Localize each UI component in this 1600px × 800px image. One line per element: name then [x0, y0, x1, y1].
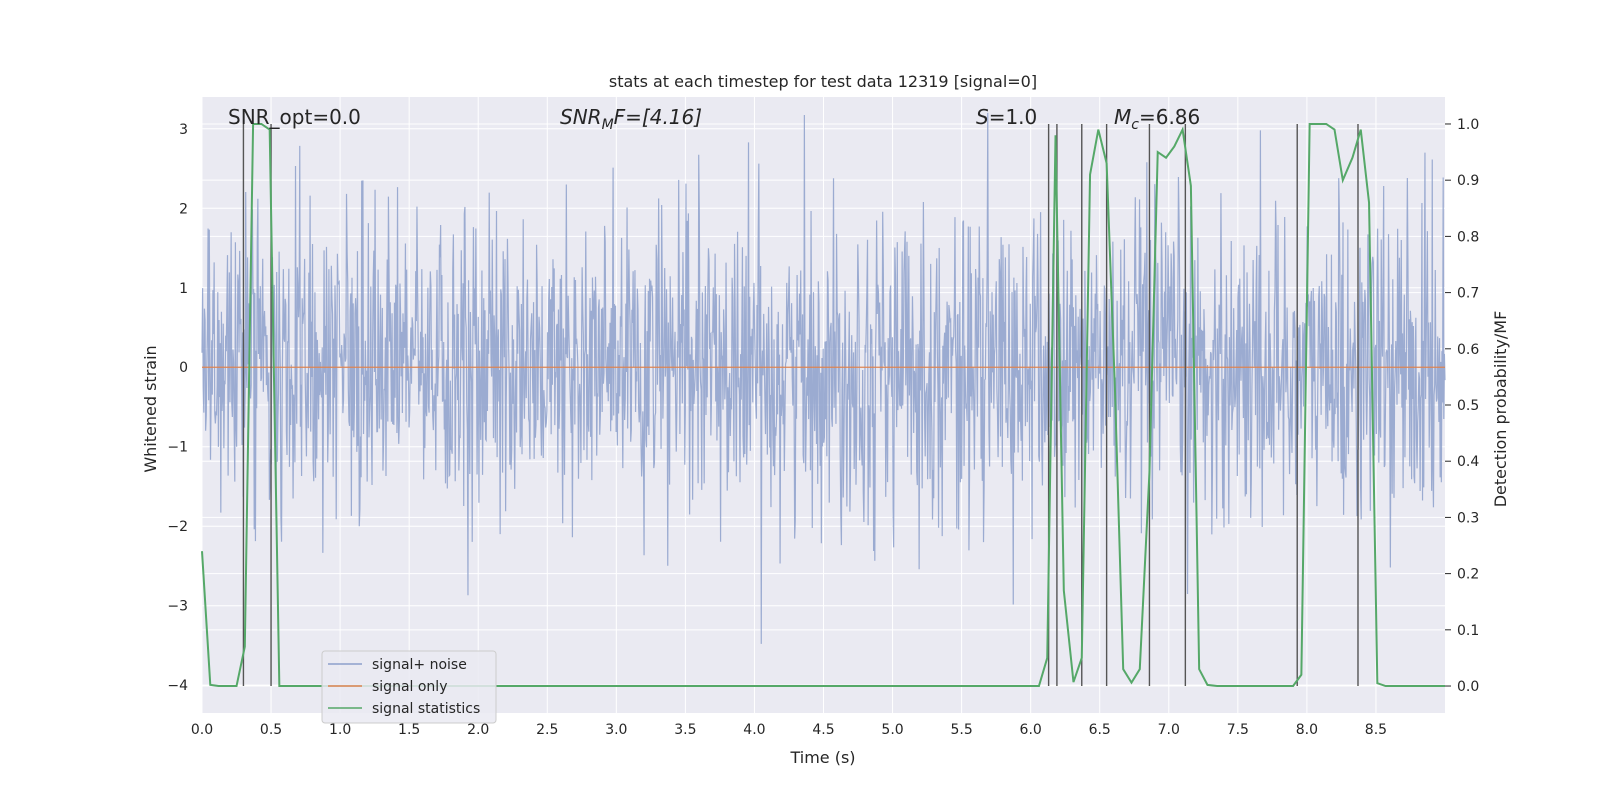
y-tick-label: 2 [179, 201, 188, 217]
signal-noise-series [201, 112, 1446, 644]
legend: signal+ noise signal only signal statist… [321, 650, 497, 724]
x-tick-label: 4.0 [743, 722, 765, 738]
y-axis-ticks: −4 −3 −2 −1 0 1 2 3 [167, 122, 188, 694]
snr-mf-sub: M [602, 117, 614, 133]
legend-label-noise: signal+ noise [372, 657, 467, 673]
x-tick-label: 1.5 [398, 722, 420, 738]
x-tick-label: 3.0 [605, 722, 627, 738]
y2-tick-label: 1.0 [1457, 117, 1479, 133]
mc-main: M [1114, 105, 1131, 129]
x-tick-label: 0.0 [191, 722, 213, 738]
x-tick-label: 8.0 [1296, 722, 1318, 738]
signal-statistics-line [201, 122, 1445, 688]
x-tick-label: 7.5 [1227, 722, 1249, 738]
annotation-snr-mf: SNRMF=[4.16] [560, 105, 702, 133]
annotation-snr-opt: SNR_opt=0.0 [228, 105, 361, 129]
y2-tick-label: 0.6 [1457, 342, 1479, 358]
chart-title: stats at each timestep for test data 123… [609, 72, 1037, 91]
x-tick-label: 2.0 [467, 722, 489, 738]
mc-rest: =6.86 [1139, 105, 1200, 129]
legend-label-signal-only: signal only [372, 679, 447, 695]
x-tick-label: 7.0 [1158, 722, 1180, 738]
y2-axis-ticks: 0.0 0.1 0.2 0.3 0.4 0.5 0.6 0.7 0.8 0.9 1.0 [1445, 117, 1479, 695]
x-tick-label: 2.5 [536, 722, 558, 738]
x-tick-label: 4.5 [812, 722, 834, 738]
x-axis-ticks: 0.0 0.5 1.0 1.5 2.0 2.5 3.0 3.5 4.0 4.5 5.0 5.5 6.0 6… [191, 722, 1387, 738]
s-rest: =1.0 [989, 105, 1038, 129]
y-tick-label: −4 [167, 678, 188, 694]
annotation-mc: Mc=6.86 [1114, 105, 1200, 133]
legend-box [321, 650, 497, 724]
y2-tick-label: 0.2 [1457, 567, 1479, 583]
s-main: S [976, 105, 989, 129]
y2-tick-label: 0.1 [1457, 623, 1479, 639]
y-tick-label: −1 [167, 440, 188, 456]
x-tick-label: 6.0 [1020, 722, 1042, 738]
y-tick-label: 0 [179, 360, 188, 376]
x-tick-label: 6.5 [1089, 722, 1111, 738]
y-axis-label: Whitened strain [141, 345, 160, 472]
x-tick-label: 5.5 [950, 722, 972, 738]
mc-sub: c [1131, 117, 1139, 133]
x-tick-label: 0.5 [260, 722, 282, 738]
snr-mf-rest: F=[4.16] [614, 105, 702, 129]
x-tick-label: 3.5 [674, 722, 696, 738]
y-tick-label: 3 [179, 122, 188, 138]
y2-tick-label: 0.5 [1457, 398, 1479, 414]
y-tick-label: −3 [167, 599, 188, 615]
y2-tick-label: 0.3 [1457, 510, 1479, 526]
y-tick-label: 1 [179, 281, 188, 297]
signal-noise-line [201, 112, 1446, 644]
x-tick-label: 8.5 [1365, 722, 1387, 738]
y2-tick-label: 0.9 [1457, 173, 1479, 189]
legend-label-statistics: signal statistics [372, 701, 480, 717]
y2-tick-label: 0.4 [1457, 454, 1479, 470]
y2-tick-label: 0.0 [1457, 679, 1479, 695]
x-tick-label: 5.0 [881, 722, 903, 738]
y2-tick-label: 0.8 [1457, 229, 1479, 245]
signal-statistics-series [201, 122, 1445, 688]
y2-axis-label: Detection probability/MF [1491, 311, 1510, 508]
x-tick-label: 1.0 [329, 722, 351, 738]
y-tick-label: −2 [167, 519, 188, 535]
x-axis-label: Time (s) [789, 748, 855, 767]
y2-tick-label: 0.7 [1457, 286, 1479, 302]
annotation-s: S=1.0 [976, 105, 1037, 129]
snr-mf-main: SNR [560, 105, 602, 129]
